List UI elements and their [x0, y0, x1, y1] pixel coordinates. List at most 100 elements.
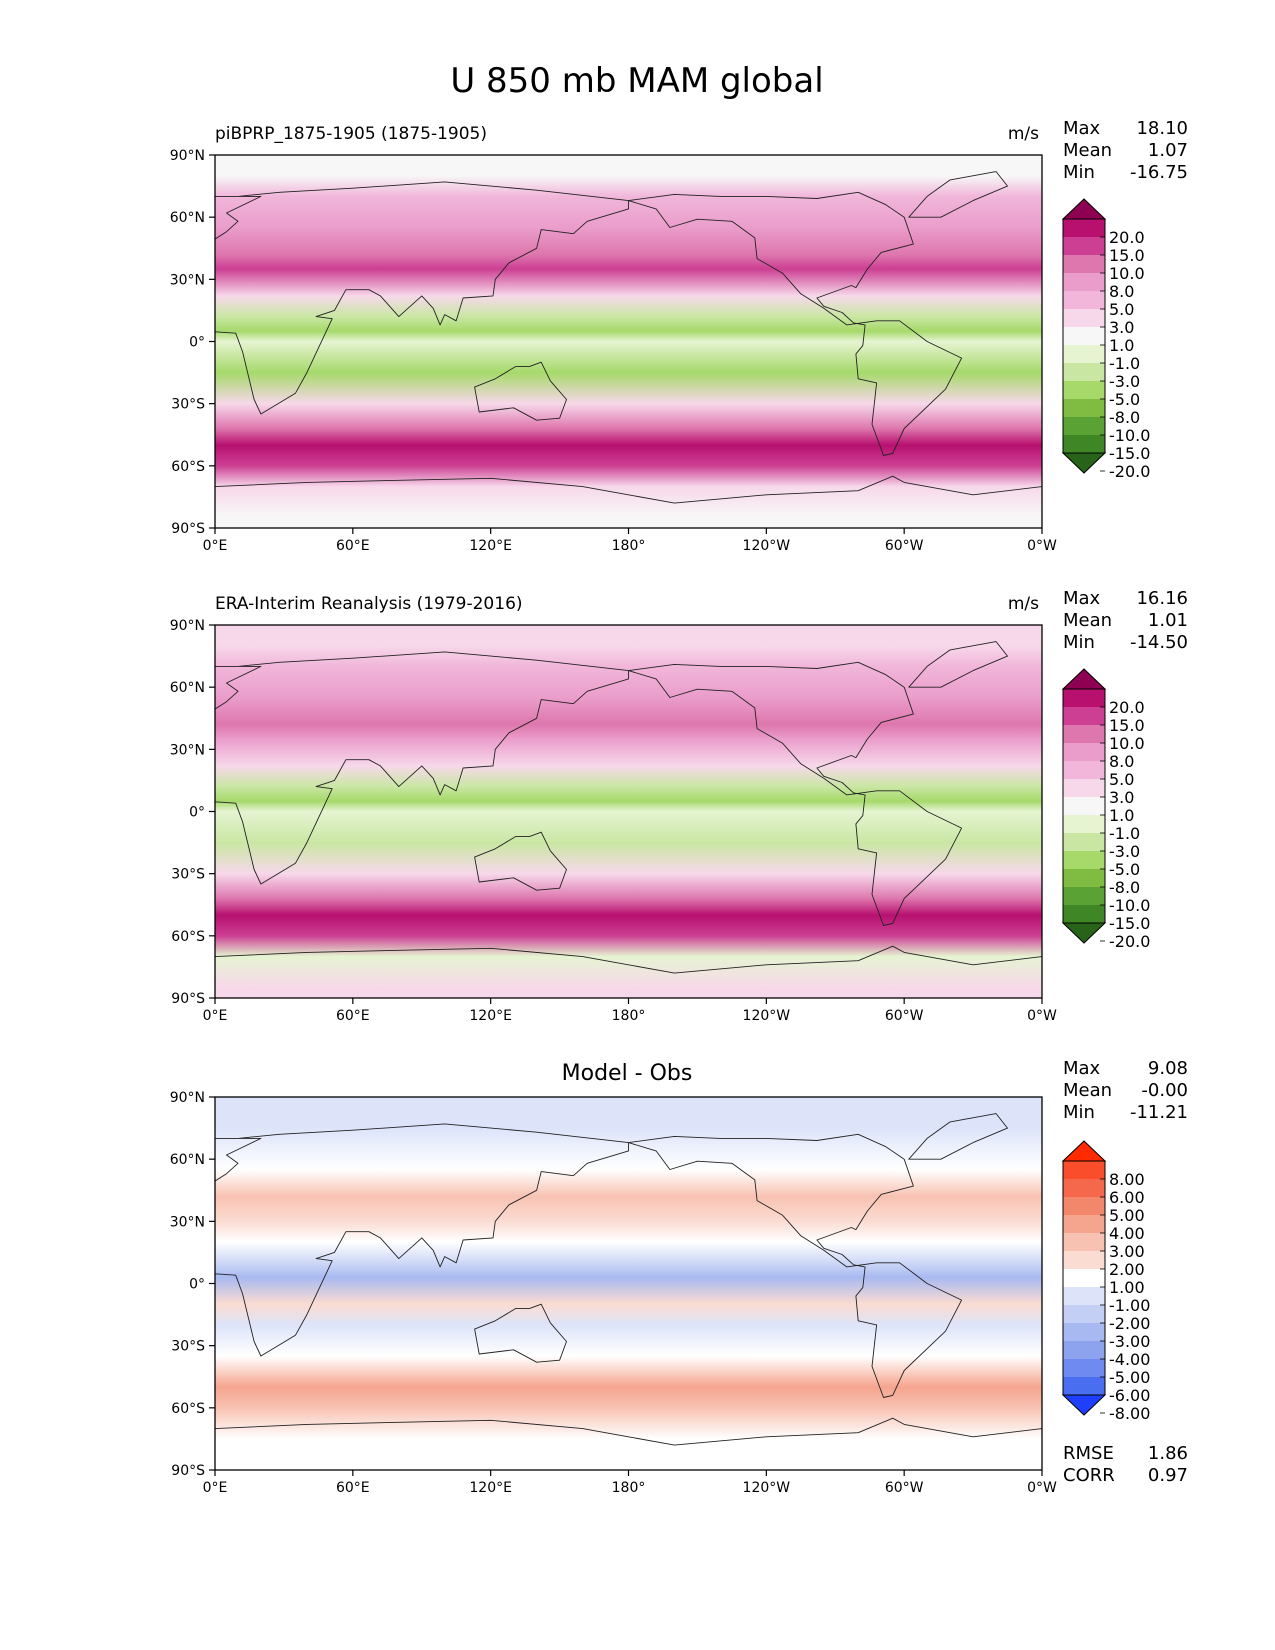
- colorbar-level-label: -8.00: [1109, 1404, 1150, 1423]
- colorbar-swatch: [1063, 1197, 1105, 1215]
- colorbar-frame: [1062, 218, 1106, 454]
- metric-value: 1.86: [1148, 1443, 1188, 1464]
- colorbar-level-label: 2.00: [1109, 1260, 1145, 1279]
- colorbar-swatch: [1063, 725, 1105, 743]
- colorbar-level-label: 1.00: [1109, 1278, 1145, 1297]
- colorbar-level-label: -5.0: [1109, 860, 1140, 879]
- stat-label: Mean: [1063, 140, 1112, 161]
- colorbar-level-label: 3.0: [1109, 318, 1134, 337]
- stat-label: Mean: [1063, 1080, 1112, 1101]
- colorbar-level-label: -10.0: [1109, 896, 1150, 915]
- wind-field: [215, 625, 1042, 998]
- colorbar-level-label: 4.00: [1109, 1224, 1145, 1243]
- colorbar-level-label: 5.0: [1109, 770, 1134, 789]
- colorbar-level-label: -15.0: [1109, 444, 1150, 463]
- stat-label: Min: [1063, 1102, 1095, 1123]
- colorbar-swatch: [1063, 399, 1105, 417]
- colorbar-level-label: -1.0: [1109, 354, 1140, 373]
- lat-tick-label: 90°S: [171, 521, 205, 537]
- stat-value: 1.07: [1148, 140, 1188, 161]
- lat-tick-label: 90°S: [171, 1463, 205, 1479]
- lat-tick-label: 30°S: [171, 1339, 205, 1355]
- colorbar-swatch: [1063, 1161, 1105, 1179]
- lon-tick-label: 120°E: [469, 1008, 512, 1024]
- colorbar-swatch: [1063, 689, 1105, 707]
- lon-tick-label: 120°E: [469, 538, 512, 554]
- lat-tick-label: 60°N: [170, 210, 205, 226]
- colorbar-level-label: -5.0: [1109, 390, 1140, 409]
- colorbar-level-label: 6.00: [1109, 1188, 1145, 1207]
- colorbar-swatch: [1063, 1215, 1105, 1233]
- wind-field: [215, 155, 1042, 528]
- stat-label: Max: [1063, 588, 1101, 609]
- lat-tick-label: 90°N: [170, 1090, 205, 1106]
- lon-tick-label: 180°: [612, 538, 646, 554]
- lon-tick-label: 180°: [612, 1480, 646, 1496]
- colorbar-swatch: [1063, 1251, 1105, 1269]
- colorbar-level-label: -8.0: [1109, 878, 1140, 897]
- coastline-1: [628, 191, 963, 456]
- colorbar-swatch: [1063, 363, 1105, 381]
- lon-tick-label: 60°E: [336, 1480, 370, 1496]
- lon-tick-label: 0°W: [1027, 1008, 1057, 1024]
- colorbar-swatch: [1063, 1287, 1105, 1305]
- colorbar-level-label: -2.00: [1109, 1314, 1150, 1333]
- colorbar-swatch: [1063, 381, 1105, 399]
- stat-value: -0.00: [1141, 1080, 1188, 1101]
- colorbar-level-label: -3.0: [1109, 842, 1140, 861]
- stat-value: 18.10: [1136, 118, 1188, 139]
- colorbar-level-label: -6.00: [1109, 1386, 1150, 1405]
- stat-value: 9.08: [1148, 1058, 1188, 1079]
- colorbar-swatch: [1063, 761, 1105, 779]
- stat-value: -14.50: [1130, 632, 1188, 653]
- colorbar-bottom-arrow: [1061, 452, 1107, 474]
- stat-value: 1.01: [1148, 610, 1188, 631]
- colorbar-swatch: [1063, 887, 1105, 905]
- wind-field: [215, 1097, 1042, 1470]
- colorbar-level-label: 1.0: [1109, 806, 1134, 825]
- lat-tick-label: 30°N: [170, 1214, 205, 1230]
- coastline-2: [474, 831, 567, 891]
- coastline-4: [908, 171, 1008, 218]
- colorbar-swatch: [1063, 1359, 1105, 1377]
- colorbar-level-label: -1.0: [1109, 824, 1140, 843]
- colorbar-level-label: -4.00: [1109, 1350, 1150, 1369]
- colorbar-level-label: -20.0: [1109, 932, 1150, 951]
- colorbar-level-label: 3.00: [1109, 1242, 1145, 1261]
- lon-tick-label: 60°W: [885, 1008, 924, 1024]
- lat-tick-label: 60°N: [170, 1152, 205, 1168]
- colorbar-swatch: [1063, 833, 1105, 851]
- lat-tick-label: 90°N: [170, 148, 205, 164]
- stat-label: Min: [1063, 632, 1095, 653]
- lon-tick-label: 120°W: [743, 1008, 791, 1024]
- lat-tick-label: 60°S: [171, 929, 205, 945]
- lat-tick-label: 0°: [189, 805, 205, 821]
- colorbar-level-label: 8.0: [1109, 752, 1134, 771]
- stat-value: -16.75: [1130, 162, 1188, 183]
- colorbar-level-label: -3.00: [1109, 1332, 1150, 1351]
- lat-tick-label: 60°N: [170, 680, 205, 696]
- lon-tick-label: 60°E: [336, 538, 370, 554]
- colorbar-swatch: [1063, 1323, 1105, 1341]
- colorbar-swatch: [1063, 851, 1105, 869]
- colorbar-swatch: [1063, 255, 1105, 273]
- colorbar-level-label: 5.00: [1109, 1206, 1145, 1225]
- stat-label: Max: [1063, 118, 1101, 139]
- lon-tick-label: 120°E: [469, 1480, 512, 1496]
- map-area: [215, 1097, 1042, 1470]
- coastline-3: [215, 945, 1042, 998]
- colorbar-swatch: [1063, 327, 1105, 345]
- map-area: [215, 155, 1042, 528]
- colorbar-bottom-arrow: [1061, 922, 1107, 944]
- colorbar-frame: [1062, 1160, 1106, 1396]
- colorbar-swatch: [1063, 273, 1105, 291]
- panel-units: m/s: [1008, 594, 1039, 614]
- colorbar-swatch: [1063, 797, 1105, 815]
- lat-tick-label: 90°N: [170, 618, 205, 634]
- stat-value: -11.21: [1130, 1102, 1188, 1123]
- colorbar-swatch: [1063, 1269, 1105, 1287]
- colorbar-swatch: [1063, 237, 1105, 255]
- colorbar-level-label: -5.00: [1109, 1368, 1150, 1387]
- colorbar-level-label: 10.0: [1109, 734, 1145, 753]
- panel-title-center: Model - Obs: [562, 1061, 693, 1086]
